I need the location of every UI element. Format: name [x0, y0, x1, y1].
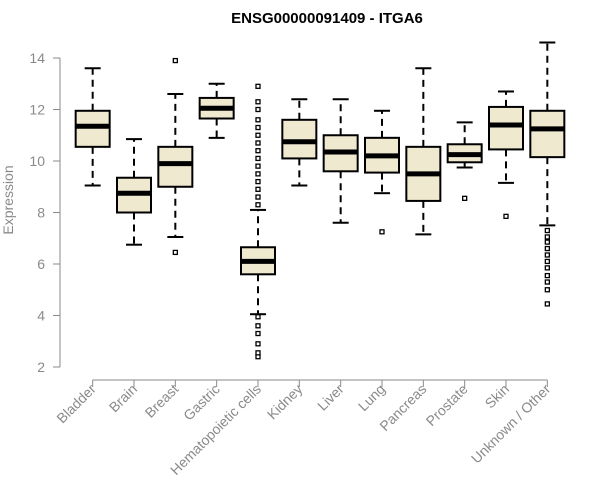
outlier-point [255, 99, 261, 105]
box-hematopoietic-cells [240, 83, 276, 360]
outlier-point [255, 330, 261, 337]
y-tick-label-14: 14 [29, 50, 45, 66]
outlier-point [255, 323, 261, 329]
outlier-point [462, 195, 468, 201]
chart-title: ENSG00000091409 - ITGA6 [231, 10, 423, 27]
box-prostate [446, 121, 483, 201]
outlier-point [255, 186, 261, 192]
outlier-point [503, 213, 509, 220]
outlier-point [544, 258, 550, 265]
outlier-point [172, 249, 178, 256]
y-tick-label-2: 2 [37, 359, 45, 375]
box-iqr [529, 109, 566, 159]
box-breast [157, 57, 194, 256]
box-kidney [281, 98, 318, 187]
outlier-point [544, 245, 550, 252]
y-axis: 2 4 6 8 10 12 14 [29, 50, 61, 375]
box-gastric [198, 82, 235, 139]
outlier-point [172, 57, 178, 64]
outlier-point [544, 239, 550, 245]
outlier-point [255, 83, 261, 89]
box-iqr [281, 118, 318, 160]
outlier-point [544, 234, 550, 240]
y-tick-label-10: 10 [29, 153, 45, 169]
box-bladder [74, 67, 111, 187]
outlier-point [255, 171, 261, 177]
outlier-point [544, 301, 550, 307]
outlier-point [255, 132, 261, 138]
x-tick-label-lung: Lung [355, 381, 388, 414]
x-tick-label-bladder: Bladder [53, 381, 99, 427]
outlier-point [255, 106, 261, 113]
y-tick-label-8: 8 [37, 205, 45, 221]
box-unknown-other [529, 41, 566, 307]
outlier-point [544, 252, 550, 258]
x-tick-label-skin: Skin [482, 381, 513, 412]
outlier-point [255, 163, 261, 169]
y-tick-label-4: 4 [37, 308, 45, 324]
box-iqr [488, 105, 524, 151]
outlier-point [255, 202, 261, 208]
x-tick-label-brain: Brain [106, 381, 140, 415]
outlier-point [544, 227, 550, 234]
box-pancreas [405, 67, 442, 236]
y-tick-label-6: 6 [37, 256, 45, 272]
outlier-point [544, 265, 550, 271]
y-tick-label-12: 12 [29, 102, 45, 118]
box-skin [488, 90, 524, 220]
outlier-point [255, 117, 261, 123]
x-tick-label-prostate: Prostate [423, 381, 471, 429]
outlier-point [544, 287, 550, 293]
y-axis-label: Expression [0, 165, 16, 234]
outlier-point [255, 350, 261, 356]
x-tick-label-kidney: Kidney [264, 381, 306, 423]
box-brain [116, 138, 152, 246]
outlier-point [544, 279, 550, 285]
box-liver [322, 98, 359, 224]
outlier-point [379, 229, 385, 235]
outlier-point [255, 341, 261, 347]
outlier-point [255, 124, 261, 131]
box-iqr [157, 145, 194, 188]
outlier-point [255, 140, 261, 146]
outlier-point [255, 155, 261, 162]
box-lung [364, 109, 400, 235]
outlier-point [255, 148, 261, 154]
box-iqr [74, 109, 111, 148]
outlier-point [255, 178, 261, 185]
boxes-group [74, 41, 566, 360]
x-tick-label-liver: Liver [314, 381, 347, 414]
outlier-point [255, 314, 261, 320]
outlier-point [544, 272, 550, 279]
outlier-point [255, 194, 261, 200]
x-tick-label-breast: Breast [142, 381, 182, 421]
